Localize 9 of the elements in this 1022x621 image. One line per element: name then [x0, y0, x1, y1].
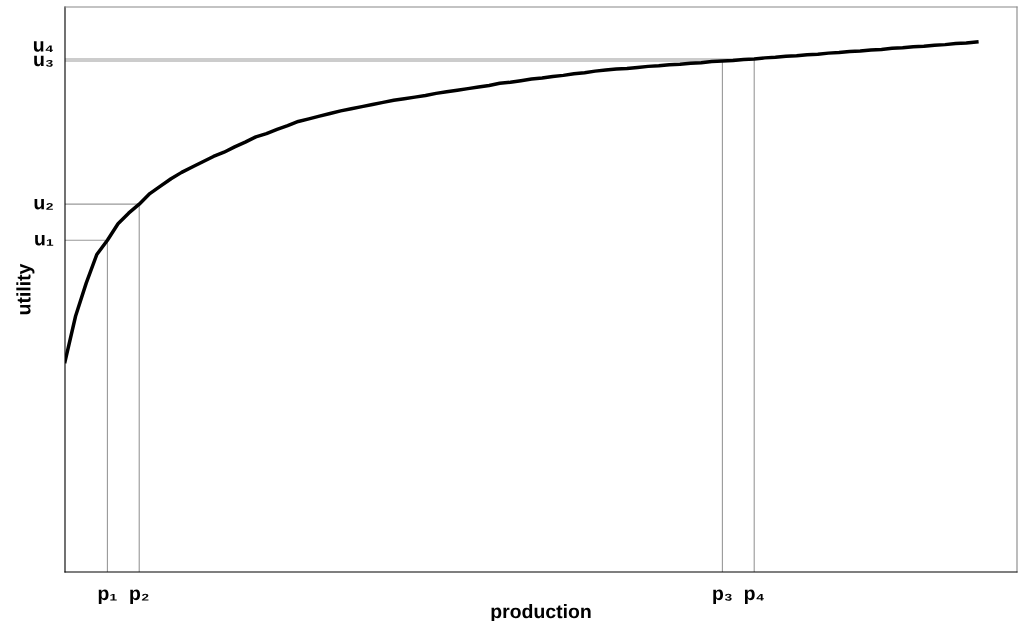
- y-axis-title: utility: [16, 263, 35, 315]
- ref-line-label: u₂: [34, 198, 53, 210]
- x-tick-label: p₂: [130, 589, 149, 605]
- ref-line-label: u₁: [35, 234, 54, 246]
- x-tick-label: p₄: [744, 589, 764, 605]
- x-tick-label: p₁: [98, 589, 117, 605]
- x-tick-label: p₃: [713, 589, 732, 605]
- ref-line-label: u₄: [33, 41, 53, 53]
- ref-line-label: u₃: [34, 55, 53, 67]
